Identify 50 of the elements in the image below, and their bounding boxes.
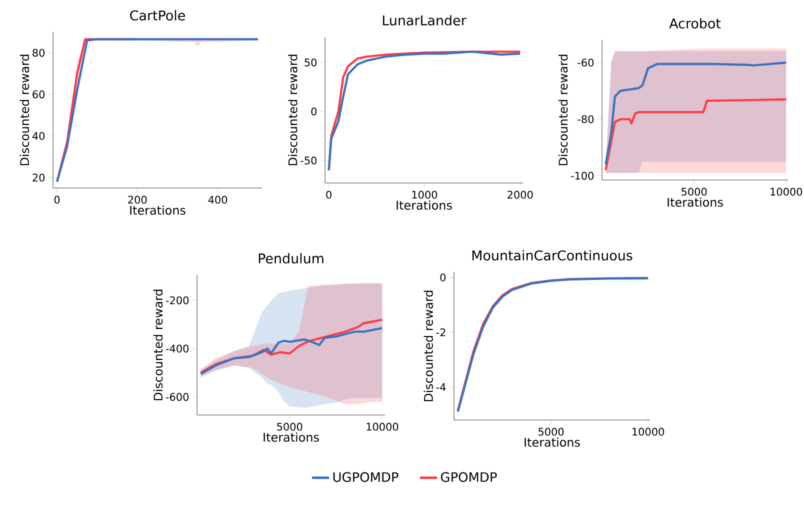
x-tick-label: 200 [128, 196, 147, 204]
x-tick-label: 1000 [412, 190, 438, 199]
chart-title: CartPole [130, 10, 185, 20]
line-series [604, 98, 788, 172]
y-tick-label: 80 [32, 48, 45, 57]
y-tick-label: 50 [304, 58, 317, 66]
x-tick-label: 10000 [366, 422, 398, 431]
y-tick-label: -50 [300, 156, 317, 164]
legend-label: UGPOMDP [333, 472, 398, 482]
y-tick-label: -400 [166, 344, 189, 353]
y-tick-label: -60 [578, 58, 594, 67]
x-tick-label: 5000 [277, 422, 302, 431]
x-tick-label: 5000 [538, 428, 564, 436]
chart-title: Acrobot [669, 18, 721, 28]
y-tick-label: -80 [578, 115, 594, 124]
line-series [200, 318, 384, 374]
y-tick-label: 0 [440, 274, 446, 282]
x-axis-title: Iterations [130, 206, 186, 215]
x-tick-label: 0 [326, 190, 332, 199]
x-axis-title: Iterations [524, 438, 580, 447]
line-series [604, 62, 788, 166]
x-axis-title: Iterations [668, 198, 723, 207]
y-tick-label: -600 [166, 392, 189, 401]
y-axis-title: Discounted reward [20, 54, 30, 166]
chart-title: MountainCarContinuous [472, 250, 632, 260]
line-series [200, 326, 384, 376]
y-axis-title: Discounted reward [424, 290, 433, 402]
chart-title: Pendulum [258, 253, 324, 264]
chart-title: LunarLander [382, 15, 466, 26]
y-axis-title: Discounted reward [153, 290, 163, 400]
y-axis-title: Discounted reward [288, 54, 298, 166]
y-tick-label: -2 [436, 328, 446, 336]
line-series [328, 50, 522, 172]
y-tick-label: -4 [436, 383, 446, 391]
y-tick-label: 0 [311, 107, 317, 116]
y-axis-title: Discounted reward [558, 54, 568, 166]
y-tick-label: 20 [32, 174, 45, 182]
x-tick-label: 5000 [682, 188, 707, 196]
x-tick-label: 10000 [632, 428, 664, 436]
y-tick-label: 40 [32, 132, 45, 140]
y-tick-label: -100 [571, 172, 594, 180]
x-tick-label: 2000 [508, 190, 533, 199]
y-tick-label: 60 [32, 90, 45, 98]
legend-label: GPOMDP [440, 472, 497, 482]
x-axis-title: Iterations [264, 432, 319, 442]
x-axis-title: Iterations [396, 200, 452, 210]
x-tick-label: 0 [54, 196, 60, 204]
x-tick-label: 10000 [770, 188, 802, 196]
y-tick-label: -200 [166, 296, 189, 304]
x-tick-label: 400 [208, 196, 228, 204]
